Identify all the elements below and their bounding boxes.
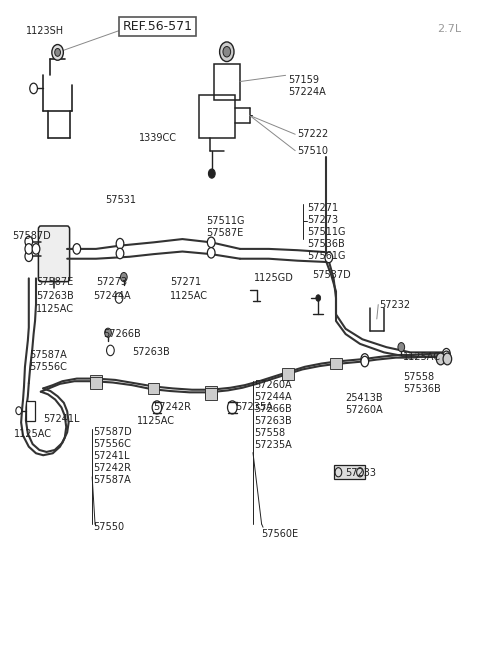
Circle shape (30, 83, 37, 94)
Circle shape (32, 244, 40, 254)
FancyBboxPatch shape (38, 226, 70, 282)
Circle shape (207, 237, 215, 248)
Text: 57510: 57510 (298, 145, 329, 156)
Text: 2.7L: 2.7L (437, 24, 461, 35)
Text: 57260A
57244A
57266B
57263B
57558
57235A: 57260A 57244A 57266B 57263B 57558 57235A (254, 380, 292, 450)
Text: 57266B: 57266B (103, 329, 141, 339)
Circle shape (443, 351, 450, 362)
Text: 57511G
57587E: 57511G 57587E (206, 216, 245, 238)
Circle shape (220, 42, 234, 62)
Circle shape (116, 238, 124, 249)
Circle shape (116, 248, 124, 259)
Text: 1125AC: 1125AC (403, 352, 441, 362)
Circle shape (115, 293, 123, 303)
Text: 1125AC: 1125AC (36, 304, 74, 314)
Text: 57235A: 57235A (235, 402, 273, 413)
Bar (148, 383, 159, 394)
Text: 57537D: 57537D (312, 270, 351, 280)
Text: 57587D
57556C
57241L
57242R
57587A: 57587D 57556C 57241L 57242R 57587A (94, 427, 132, 485)
Circle shape (73, 244, 81, 254)
Circle shape (120, 272, 127, 282)
Bar (330, 358, 342, 369)
Circle shape (223, 47, 231, 57)
Text: 57550: 57550 (94, 522, 125, 533)
Text: 1125AC: 1125AC (170, 291, 208, 301)
Circle shape (443, 353, 452, 365)
Circle shape (436, 353, 445, 365)
Text: 57273: 57273 (96, 276, 127, 287)
Text: REF.56-571: REF.56-571 (122, 20, 192, 33)
Circle shape (398, 343, 405, 352)
Circle shape (25, 251, 33, 261)
Circle shape (316, 295, 321, 301)
Text: 1339CC: 1339CC (139, 132, 177, 143)
Text: 57232: 57232 (379, 299, 410, 310)
Bar (199, 95, 235, 138)
Bar (26, 401, 35, 421)
Text: 57556C: 57556C (29, 362, 67, 372)
Bar (90, 377, 102, 389)
Bar (90, 375, 102, 386)
Circle shape (443, 348, 450, 359)
Text: 57587E: 57587E (36, 276, 73, 287)
Text: 57560E: 57560E (262, 529, 299, 539)
Circle shape (107, 345, 114, 356)
Bar (334, 465, 365, 479)
Circle shape (25, 244, 33, 254)
Circle shape (207, 248, 215, 258)
Circle shape (361, 354, 369, 364)
Text: 57242R: 57242R (154, 402, 192, 413)
Text: 57271
57273
57511G
57536B
57561G: 57271 57273 57511G 57536B 57561G (307, 203, 346, 261)
Circle shape (325, 252, 333, 263)
Bar (214, 64, 240, 100)
Text: 1125AC: 1125AC (137, 415, 175, 426)
Text: 25413B
57260A: 25413B 57260A (346, 393, 383, 415)
Text: 57271: 57271 (170, 276, 202, 287)
Text: 57558
57536B: 57558 57536B (403, 372, 441, 394)
Circle shape (25, 236, 33, 247)
Text: 57531: 57531 (106, 195, 137, 205)
Circle shape (105, 328, 111, 337)
Text: 57244A: 57244A (94, 291, 131, 301)
Text: 57241L: 57241L (43, 414, 80, 424)
Text: 57587D: 57587D (12, 231, 51, 241)
Text: 57263B: 57263B (132, 347, 170, 358)
Circle shape (52, 45, 63, 60)
Text: 57159
57224A: 57159 57224A (288, 75, 326, 98)
Text: 57222: 57222 (298, 129, 329, 140)
Text: 1125AC: 1125AC (14, 429, 52, 440)
Bar (282, 368, 294, 380)
Text: 57587A: 57587A (29, 350, 67, 360)
Circle shape (16, 407, 22, 415)
Circle shape (208, 169, 215, 178)
Bar (205, 388, 217, 400)
Text: 57263B: 57263B (36, 291, 74, 301)
Bar (205, 386, 217, 398)
Text: 57233: 57233 (346, 468, 377, 478)
Text: 1125GD: 1125GD (254, 273, 294, 284)
Circle shape (55, 48, 60, 56)
Text: 1123SH: 1123SH (26, 26, 64, 36)
Circle shape (361, 356, 369, 367)
